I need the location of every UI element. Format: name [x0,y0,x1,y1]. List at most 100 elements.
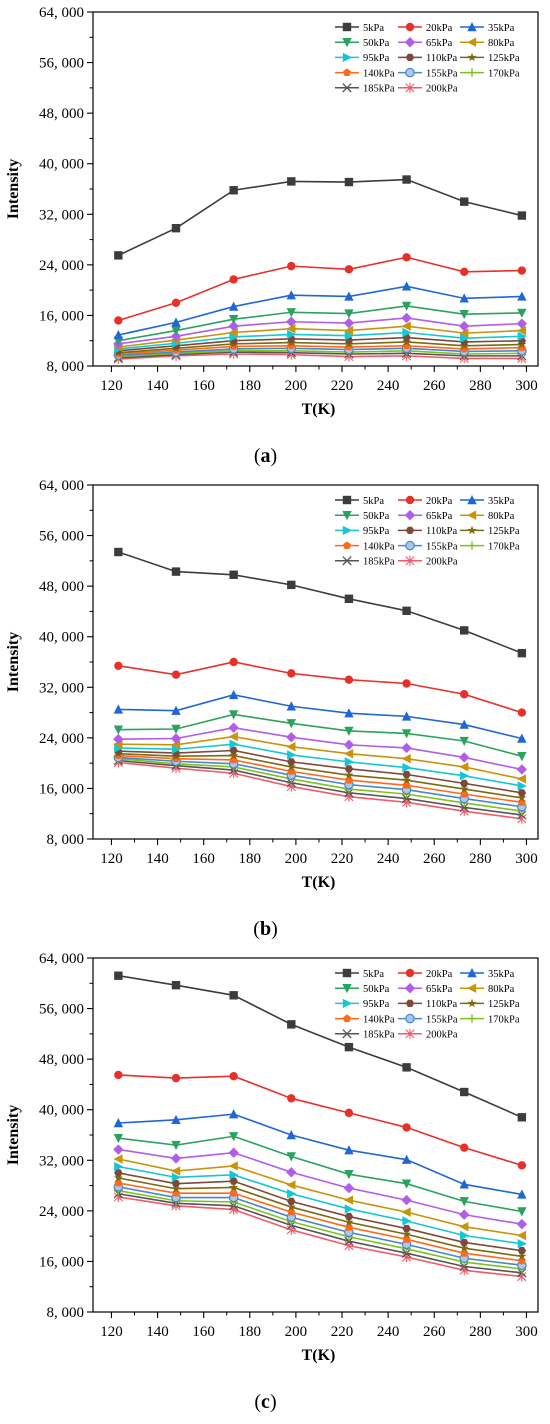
data-point-125kPa [459,784,469,793]
x-tick-label: 140 [146,378,169,394]
plot-frame [92,484,539,840]
data-point-95kPa [344,330,354,341]
data-point-5kPa [171,223,181,233]
legend-marker [342,525,352,536]
data-point-20kPa [287,669,296,678]
legend-marker [467,495,477,505]
data-point-50kPa [517,751,527,762]
data-point-35kPa [517,733,527,743]
legend-marker [405,968,415,978]
x-tick-label: 220 [331,1324,354,1340]
legend-label: 20kPa [426,23,453,34]
data-point-35kPa [459,293,469,303]
data-point-80kPa [459,762,469,772]
data-point-50kPa [401,301,412,311]
data-point-35kPa [517,1189,527,1199]
y-tick-label: 8, 000 [47,1305,85,1321]
series-line-155kPa [118,347,522,357]
data-point-5kPa [402,1063,411,1072]
data-point-5kPa [517,211,527,220]
chart-c: 8, 000 16, 000 24, 000 32, 000 40, 000 48, 00… [5,951,539,1413]
legend-marker [405,526,415,535]
data-point-185kPa [344,1236,354,1246]
series-line-170kPa [118,350,522,358]
legend-marker [343,1014,351,1022]
data-point-50kPa [228,315,239,325]
data-point-110kPa [460,1238,469,1247]
data-point-110kPa [114,1169,123,1177]
data-point-65kPa [113,1144,124,1155]
series-line-125kPa [118,341,522,354]
y-axis-label: Intensity [5,1105,22,1165]
x-tick-label: 160 [192,1324,215,1340]
data-point-65kPa [286,316,297,327]
data-point-5kPa [402,606,411,615]
data-point-5kPa [114,547,123,557]
y-tick-label: 40, 000 [39,1103,84,1119]
data-point-20kPa [344,265,354,274]
data-point-65kPa [401,742,412,754]
data-point-35kPa [171,705,181,715]
data-point-65kPa [401,1194,412,1206]
series-line-140kPa [118,1182,522,1262]
y-tick-label: 32, 000 [39,680,84,696]
legend-marker [404,510,416,521]
series-line-65kPa [118,1148,522,1225]
legend-label: 65kPa [426,984,453,995]
series-line-80kPa [118,1158,522,1237]
data-point-185kPa [459,802,469,813]
x-tick-label: 300 [515,1324,538,1340]
series-line-125kPa [118,1177,522,1258]
data-point-50kPa [344,726,354,736]
data-point-50kPa [401,729,412,739]
legend-marker [405,999,415,1008]
data-point-5kPa [229,186,238,195]
legend-marker [405,67,415,78]
data-point-5kPa [287,1020,296,1029]
legend-label: 80kPa [488,511,515,522]
legend-marker [467,983,477,993]
data-point-95kPa [229,739,239,749]
data-point-35kPa [113,330,124,340]
data-point-50kPa [459,1197,469,1207]
data-point-20kPa [171,670,181,679]
data-point-65kPa [343,739,355,751]
legend-marker [405,495,415,505]
data-point-5kPa [460,1087,469,1097]
legend-marker [342,52,352,63]
legend-marker [467,998,477,1008]
data-point-95kPa [460,1230,470,1241]
data-point-95kPa [287,1189,297,1199]
legend-label: 155kPa [426,68,458,79]
data-point-35kPa [171,317,181,327]
legend-label: 65kPa [426,38,453,49]
x-tick-label: 200 [285,1324,308,1340]
data-point-125kPa [517,1251,527,1261]
data-point-20kPa [402,679,411,688]
data-point-65kPa [516,1218,528,1230]
data-point-95kPa [344,1204,354,1214]
x-tick-label: 280 [469,378,492,394]
legend-label: 170kPa [488,1014,520,1025]
data-point-35kPa [401,711,412,721]
legend-label: 95kPa [363,526,390,537]
data-point-20kPa [114,316,123,325]
series-line-35kPa [118,285,522,336]
data-point-5kPa [229,570,238,579]
legend-label: 185kPa [363,84,395,95]
data-point-110kPa [287,758,296,766]
series-line-140kPa [118,344,522,355]
data-point-95kPa [344,757,354,767]
data-point-50kPa [228,1132,239,1142]
data-point-35kPa [344,708,354,718]
data-point-5kPa [517,648,527,658]
data-point-65kPa [170,733,182,744]
legend-label: 155kPa [426,1014,458,1025]
data-point-65kPa [516,318,528,329]
chart-panel-a: 8, 000 16, 000 24, 000 32, 000 40, 000 48, 00… [0,0,550,473]
y-tick-label: 8, 000 [47,832,85,848]
data-point-140kPa [344,776,353,784]
legend-marker [343,68,351,76]
y-tick-label: 8, 000 [47,359,85,375]
data-point-200kPa [286,1224,296,1235]
